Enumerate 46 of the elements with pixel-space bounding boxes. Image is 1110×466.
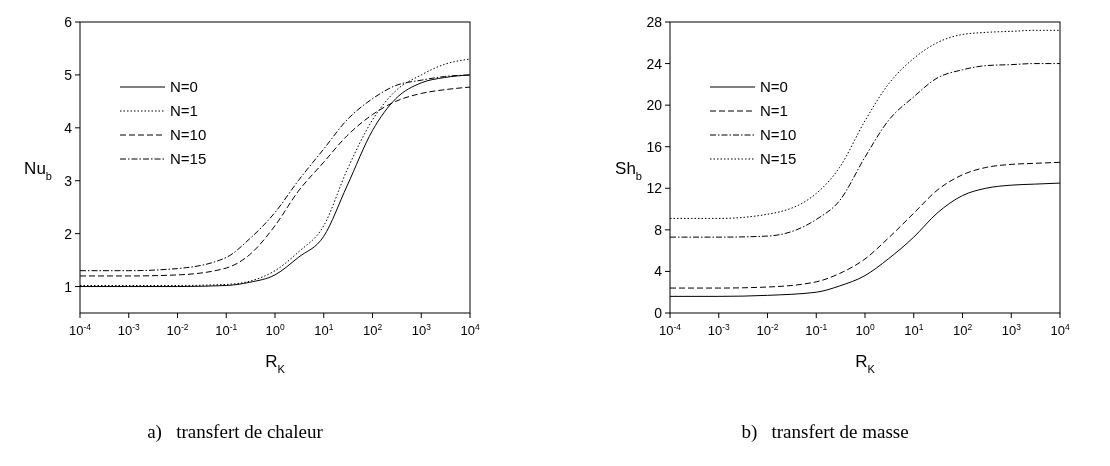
x-tick-label: 10$^{1}$: [904, 322, 924, 338]
y-tick-label: 3: [64, 172, 73, 189]
y-tick-label: 6: [64, 14, 73, 30]
x-tick-label: 10$^{1}$: [314, 322, 334, 338]
x-tick-label: 10$^{3}$: [1001, 322, 1022, 338]
y-tick-label: 4: [654, 263, 663, 280]
x-axis-title: R$_{K}$: [265, 352, 286, 375]
x-tick-label: 10$^{0}$: [855, 322, 875, 338]
y-tick-label: 16: [646, 138, 663, 155]
x-axis-title: R$_{K}$: [855, 352, 876, 375]
x-tick-label: 10$^{-3}$: [707, 322, 731, 338]
y-axis-title: Sh$_{b}$: [615, 158, 642, 182]
x-tick-label: 10$^{-4}$: [69, 322, 92, 338]
x-tick-label: 10$^{-2}$: [166, 322, 189, 338]
y-tick-label: 1: [64, 278, 73, 295]
text: b) transfert de masse: [741, 421, 909, 443]
y-tick-label: 5: [64, 66, 73, 83]
x-tick-label: 10$^{2}$: [952, 322, 973, 338]
x-tick-label: 10$^{2}$: [362, 322, 383, 338]
y-tick-label: 12: [646, 180, 663, 197]
x-tick-label: 10$^{-4}$: [659, 322, 682, 338]
x-tick-label: 10$^{4}$: [460, 322, 480, 338]
y-tick-label: 28: [646, 14, 663, 30]
legend-label: N=10: [170, 126, 207, 143]
legend-label: N=15: [760, 150, 797, 167]
y-tick-label: 0: [654, 305, 663, 321]
legend-label: N=1: [760, 102, 788, 119]
x-tick-label: 10$^{-3}$: [117, 322, 141, 338]
y-tick-label: 4: [64, 119, 73, 136]
y-tick-label: 8: [654, 221, 663, 238]
legend-label: N=10: [760, 126, 797, 143]
legend-label: N=0: [170, 78, 198, 95]
x-tick-label: 10$^{0}$: [265, 322, 285, 338]
x-tick-label: 10$^{3}$: [411, 322, 432, 338]
y-tick-label: 24: [646, 55, 663, 72]
legend-label: N=15: [170, 150, 207, 167]
y-axis-title: Nu$_{b}$: [24, 158, 52, 182]
y-tick-label: 20: [646, 97, 663, 114]
x-tick-label: 10$^{-1}$: [215, 322, 238, 338]
legend-label: N=0: [760, 78, 788, 95]
legend-label: N=1: [170, 102, 198, 119]
x-tick-label: 10$^{-1}$: [805, 322, 828, 338]
text: a) transfert de chaleur: [147, 421, 324, 443]
x-tick-label: 10$^{4}$: [1050, 322, 1070, 338]
y-tick-label: 2: [64, 225, 73, 242]
x-tick-label: 10$^{-2}$: [756, 322, 779, 338]
